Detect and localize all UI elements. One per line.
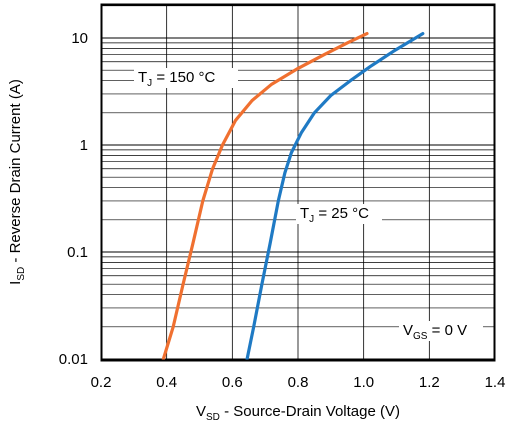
annotation-vgs: VGS = 0 V: [403, 322, 467, 342]
y-tick-label: 0.01: [59, 351, 88, 368]
x-tick-label: 0.8: [288, 374, 309, 391]
series-line-tj-150c: [161, 31, 369, 361]
x-axis-label: VSD - Source-Drain Voltage (V): [196, 403, 400, 423]
x-tick-label: 1.4: [485, 374, 506, 391]
series-label-tj-25c-bg: [296, 204, 382, 224]
series-labels: TJ = 150 °C TJ = 25 °C VGS = 0 V: [134, 68, 483, 342]
y-axis-label: ISD - Reverse Drain Current (A): [7, 79, 27, 285]
x-tick-label: 0.2: [91, 374, 112, 391]
series-label-tj-150c-bg: [134, 68, 238, 88]
plot-frame: [100, 3, 496, 362]
x-tick-label: 1.2: [419, 374, 440, 391]
x-tick-label: 0.6: [222, 374, 243, 391]
x-tick-label: 0.4: [156, 374, 177, 391]
tick-labels: 0.2 0.4 0.6 0.8 1.0 1.2 1.4 0.01 0.1 1 10: [59, 30, 506, 391]
x-tick-label: 1.0: [353, 374, 374, 391]
y-tick-label: 0.1: [67, 244, 88, 261]
y-tick-label: 1: [80, 137, 88, 154]
series-label-tj-150c: TJ = 150 °C: [138, 69, 215, 89]
series-line-tj-25c: [245, 31, 425, 361]
series-label-tj-25c: TJ = 25 °C: [300, 205, 369, 225]
grid: [101, 4, 495, 361]
annotation-vgs-bg: [399, 321, 483, 341]
curves: [161, 31, 425, 361]
y-tick-label: 10: [71, 30, 88, 47]
